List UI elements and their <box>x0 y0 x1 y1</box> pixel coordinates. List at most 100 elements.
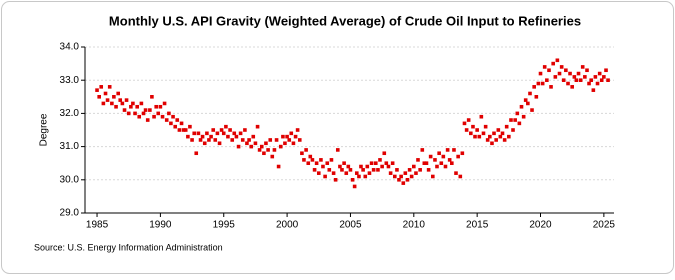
x-tick-label: 1990 <box>149 220 172 231</box>
point <box>538 71 543 76</box>
point <box>452 148 456 152</box>
point <box>479 114 484 119</box>
point <box>551 61 555 66</box>
point <box>306 161 311 165</box>
point <box>373 161 378 165</box>
point <box>597 71 602 76</box>
point <box>473 134 477 139</box>
point <box>259 144 264 149</box>
x-tick-label: 2020 <box>529 220 552 231</box>
point <box>412 164 416 169</box>
point <box>431 174 435 179</box>
point <box>433 158 437 162</box>
point <box>107 85 112 89</box>
point <box>238 131 243 136</box>
point <box>344 171 349 175</box>
point <box>365 164 370 169</box>
point <box>359 164 363 169</box>
point <box>403 171 408 175</box>
x-tick-label: 2015 <box>466 220 489 231</box>
point <box>500 131 505 136</box>
point <box>183 128 188 132</box>
point <box>485 138 490 142</box>
point <box>595 81 600 86</box>
point <box>270 154 275 159</box>
point <box>450 161 454 165</box>
point <box>424 161 429 165</box>
point <box>390 161 395 165</box>
point <box>133 111 137 116</box>
point <box>504 124 509 129</box>
point <box>97 95 101 99</box>
point <box>213 138 218 142</box>
x-tick-label: 1995 <box>213 220 236 231</box>
point <box>268 138 273 142</box>
point <box>321 164 325 169</box>
point <box>122 108 127 112</box>
point <box>302 158 306 162</box>
point <box>469 131 473 136</box>
point <box>367 171 372 175</box>
point <box>488 134 492 139</box>
point <box>150 95 154 99</box>
point <box>245 141 249 146</box>
point <box>435 164 439 169</box>
point <box>454 171 458 175</box>
y-tick-label: 29.0 <box>60 208 80 219</box>
point <box>188 124 192 129</box>
point <box>589 78 593 82</box>
point <box>536 81 541 86</box>
point <box>308 154 313 159</box>
point <box>291 141 296 146</box>
point <box>502 138 507 142</box>
chart-title: Monthly U.S. API Gravity (Weighted Avera… <box>109 13 581 28</box>
point <box>300 151 304 156</box>
point <box>152 114 156 119</box>
point <box>175 118 180 122</box>
point <box>458 174 463 179</box>
point <box>559 65 564 69</box>
point <box>401 181 406 185</box>
point <box>171 114 175 119</box>
point <box>333 178 338 182</box>
point <box>310 158 315 162</box>
point <box>576 71 581 76</box>
point <box>498 134 503 139</box>
point <box>177 128 182 132</box>
point <box>232 131 237 136</box>
point <box>507 134 511 139</box>
point <box>363 174 368 179</box>
point <box>224 124 228 129</box>
point <box>555 58 560 63</box>
point <box>154 104 159 109</box>
point <box>578 78 583 82</box>
point <box>526 101 530 106</box>
point <box>416 158 420 162</box>
point <box>190 138 194 142</box>
point <box>226 134 230 139</box>
point <box>281 134 285 139</box>
point <box>198 138 203 142</box>
point <box>388 171 393 175</box>
point <box>418 168 422 172</box>
point <box>545 78 549 82</box>
point <box>583 75 587 79</box>
point <box>126 111 131 116</box>
point <box>158 104 163 109</box>
point <box>599 78 604 82</box>
point <box>342 161 346 165</box>
point <box>352 184 357 189</box>
point <box>523 98 528 102</box>
point <box>236 144 241 149</box>
point <box>285 134 289 139</box>
point <box>129 104 133 109</box>
point <box>230 138 235 142</box>
point <box>240 138 245 142</box>
point <box>587 81 591 86</box>
point <box>439 161 444 165</box>
point <box>304 148 308 152</box>
point <box>380 164 384 169</box>
point <box>357 174 361 179</box>
point <box>139 101 144 106</box>
point <box>606 78 610 82</box>
